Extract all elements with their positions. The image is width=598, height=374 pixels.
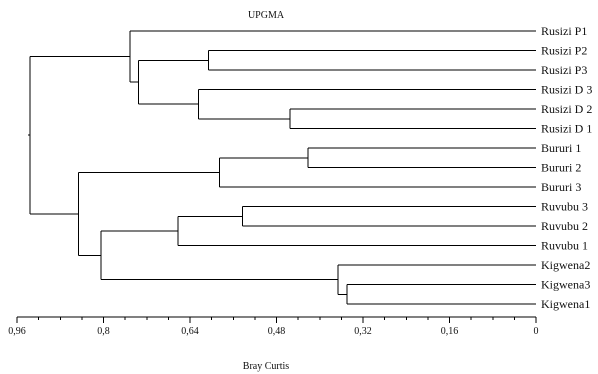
x-axis-tick-label: 0,16 [441,326,459,337]
leaf-label: Ruvubu 1 [541,239,588,253]
x-axis-tick-label: 0,32 [354,326,372,337]
x-axis-label: Bray Curtis [243,361,289,372]
chart-title: UPGMA [248,10,285,21]
x-axis-tick-label: 0,96 [8,326,26,337]
leaf-label: Kigwena1 [541,297,590,311]
leaf-label: Rusizi D 1 [541,122,592,136]
x-axis-tick-label: 0,8 [97,326,110,337]
leaf-label: Ruvubu 2 [541,219,588,233]
leaf-labels: Rusizi P1 Rusizi P2 Rusizi P3 Rusizi D 3 Rus… [541,24,592,311]
leaf-label: Bururi 3 [541,180,581,194]
x-axis-tick-label: 0,64 [181,326,199,337]
leaf-label: Bururi 2 [541,161,581,175]
leaf-label: Bururi 1 [541,141,581,155]
leaf-label: Kigwena3 [541,278,590,292]
leaf-label: Rusizi P3 [541,63,587,77]
leaf-label: Rusizi P1 [541,24,587,38]
leaf-label: Rusizi D 2 [541,102,592,116]
x-axis-tick-label: 0,48 [268,326,286,337]
dendrogram-branches [27,30,536,305]
x-axis: 0,96 0,8 0,64 0,48 0,32 0,16 0 [8,316,539,337]
leaf-label: Rusizi P2 [541,44,587,58]
leaf-label: Kigwena2 [541,258,590,272]
leaf-label: Rusizi D 3 [541,83,592,97]
leaf-label: Ruvubu 3 [541,200,588,214]
x-axis-tick-label: 0 [534,326,539,337]
